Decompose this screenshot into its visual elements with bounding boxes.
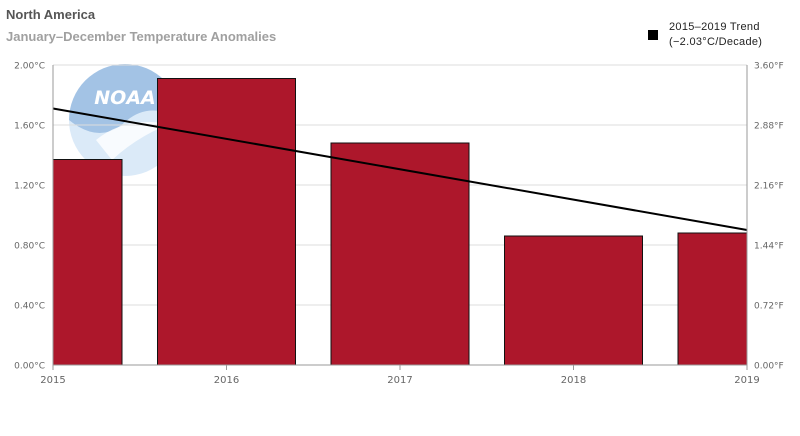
bar bbox=[330, 142, 470, 366]
y-left-tick-label: 1.60°C bbox=[14, 122, 45, 132]
bar bbox=[504, 235, 643, 366]
x-tick-label: 2016 bbox=[214, 375, 239, 386]
x-tick-label: 2017 bbox=[387, 375, 412, 386]
legend-trend-rate: (−2.03°C/Decade) bbox=[669, 36, 763, 48]
y-left-tick-label: 0.00°C bbox=[14, 362, 45, 372]
noaa-logo-text: NOAA bbox=[94, 87, 155, 109]
legend-text: 2015–2019 Trend (−2.03°C/Decade) bbox=[669, 20, 762, 50]
y-left-tick-label: 2.00°C bbox=[14, 62, 45, 72]
y-right-tick-label: 0.72°F bbox=[754, 302, 784, 312]
bar bbox=[157, 78, 296, 366]
x-tick-label: 2019 bbox=[734, 375, 759, 386]
bar bbox=[677, 232, 748, 366]
y-right-tick-label: 3.60°F bbox=[754, 62, 784, 72]
x-tick-label: 2015 bbox=[40, 375, 65, 386]
y-left-tick-label: 1.20°C bbox=[14, 182, 45, 192]
y-left-tick-label: 0.40°C bbox=[14, 302, 45, 312]
legend-trend-label: 2015–2019 Trend bbox=[669, 21, 760, 33]
y-right-tick-label: 2.88°F bbox=[754, 122, 784, 132]
bars bbox=[52, 78, 748, 366]
bar bbox=[52, 159, 123, 366]
legend[interactable]: 2015–2019 Trend (−2.03°C/Decade) bbox=[648, 20, 762, 50]
legend-trend-swatch bbox=[648, 30, 658, 40]
trend-line-group bbox=[52, 107, 748, 231]
y-left-tick-label: 0.80°C bbox=[14, 242, 45, 252]
chart-title: North America bbox=[6, 7, 96, 22]
chart-subtitle: January–December Temperature Anomalies bbox=[6, 29, 277, 44]
axes: 0.00°C 0.00°F 0.40°C 0.72°F 0.80°C 1.44°F 1.20… bbox=[14, 62, 784, 387]
x-tick-label: 2018 bbox=[561, 375, 586, 386]
y-right-tick-label: 1.44°F bbox=[754, 242, 784, 252]
y-right-tick-label: 2.16°F bbox=[754, 182, 784, 192]
y-right-tick-label: 0.00°F bbox=[754, 362, 784, 372]
trend-line bbox=[52, 107, 748, 231]
